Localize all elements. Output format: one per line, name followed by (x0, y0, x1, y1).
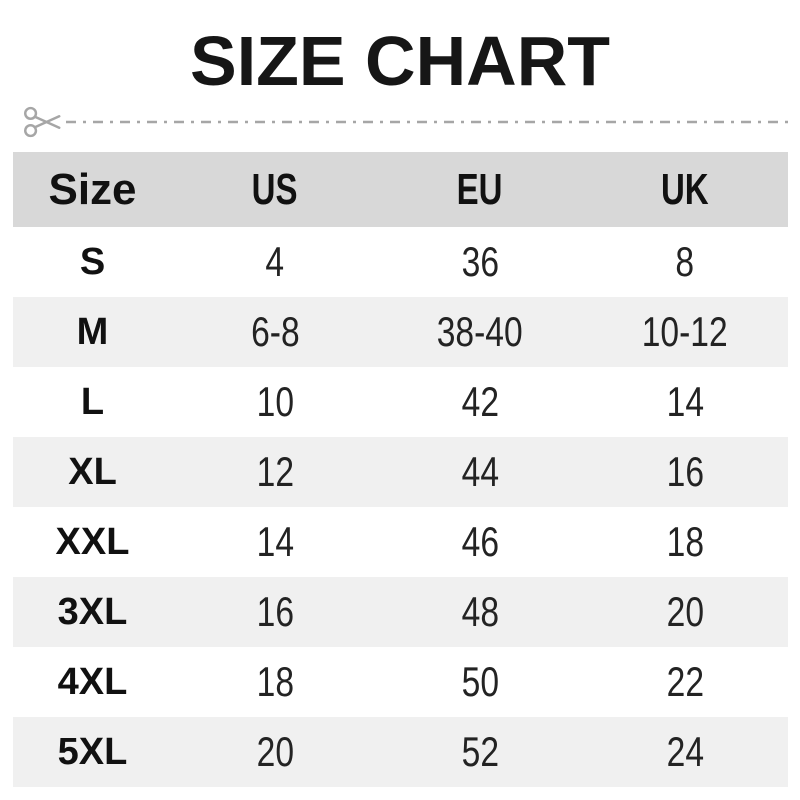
us-cell: 20 (256, 728, 294, 775)
us-cell: 18 (256, 658, 294, 705)
header-us: US (172, 152, 378, 227)
table-row: S 4 36 8 (13, 227, 788, 297)
size-cell: 4XL (57, 660, 128, 703)
eu-cell: 46 (461, 518, 499, 565)
us-cell: 16 (256, 588, 294, 635)
header-eu: EU (377, 152, 583, 227)
uk-cell: 18 (666, 518, 704, 565)
table-row: 3XL 16 48 20 (12, 577, 788, 647)
uk-cell: 24 (666, 728, 704, 775)
size-cell: XXL (55, 520, 130, 563)
dashed-cut-line (66, 120, 788, 124)
uk-cell: 20 (666, 588, 704, 635)
uk-cell: 16 (666, 448, 704, 495)
size-chart-table: Size US EU UK S 4 36 8 M 6-8 38-40 10-12… (12, 152, 788, 787)
header-us-label: US (252, 164, 298, 214)
eu-cell: 50 (461, 658, 499, 705)
header-eu-label: EU (457, 164, 503, 214)
uk-cell: 22 (666, 658, 704, 705)
size-cell: 5XL (57, 730, 128, 773)
eu-cell: 42 (461, 378, 499, 425)
page-title: SIZE CHART (190, 22, 610, 100)
table-row: XL 12 44 16 (12, 437, 788, 507)
us-cell: 6-8 (250, 308, 300, 355)
table-row: 4XL 18 50 22 (13, 647, 788, 717)
size-cell: L (80, 380, 105, 423)
header-size: Size (12, 152, 173, 227)
us-cell: 14 (256, 518, 294, 565)
size-cell: S (79, 240, 106, 283)
size-cell: 3XL (57, 590, 128, 633)
uk-cell: 10-12 (642, 308, 728, 355)
us-cell: 10 (256, 378, 294, 425)
table-row: M 6-8 38-40 10-12 (12, 297, 788, 367)
eu-cell: 36 (461, 238, 499, 285)
header-row: Size US EU UK (12, 152, 788, 227)
uk-cell: 14 (666, 378, 704, 425)
eu-cell: 38-40 (437, 308, 523, 355)
size-cell: XL (68, 450, 117, 493)
table-row: 5XL 20 52 24 (12, 717, 788, 787)
eu-cell: 52 (461, 728, 499, 775)
header-uk: UK (582, 152, 788, 227)
size-cell: M (76, 310, 109, 353)
scissors-icon (24, 106, 61, 138)
us-cell: 4 (265, 238, 285, 285)
eu-cell: 48 (461, 588, 499, 635)
header-uk-label: UK (661, 164, 709, 214)
uk-cell: 8 (675, 238, 695, 285)
table-row: XXL 14 46 18 (13, 507, 788, 577)
header-size-label: Size (48, 164, 137, 214)
cut-line (22, 100, 788, 144)
eu-cell: 44 (461, 448, 499, 495)
table-row: L 10 42 14 (13, 367, 788, 437)
us-cell: 12 (256, 448, 294, 495)
